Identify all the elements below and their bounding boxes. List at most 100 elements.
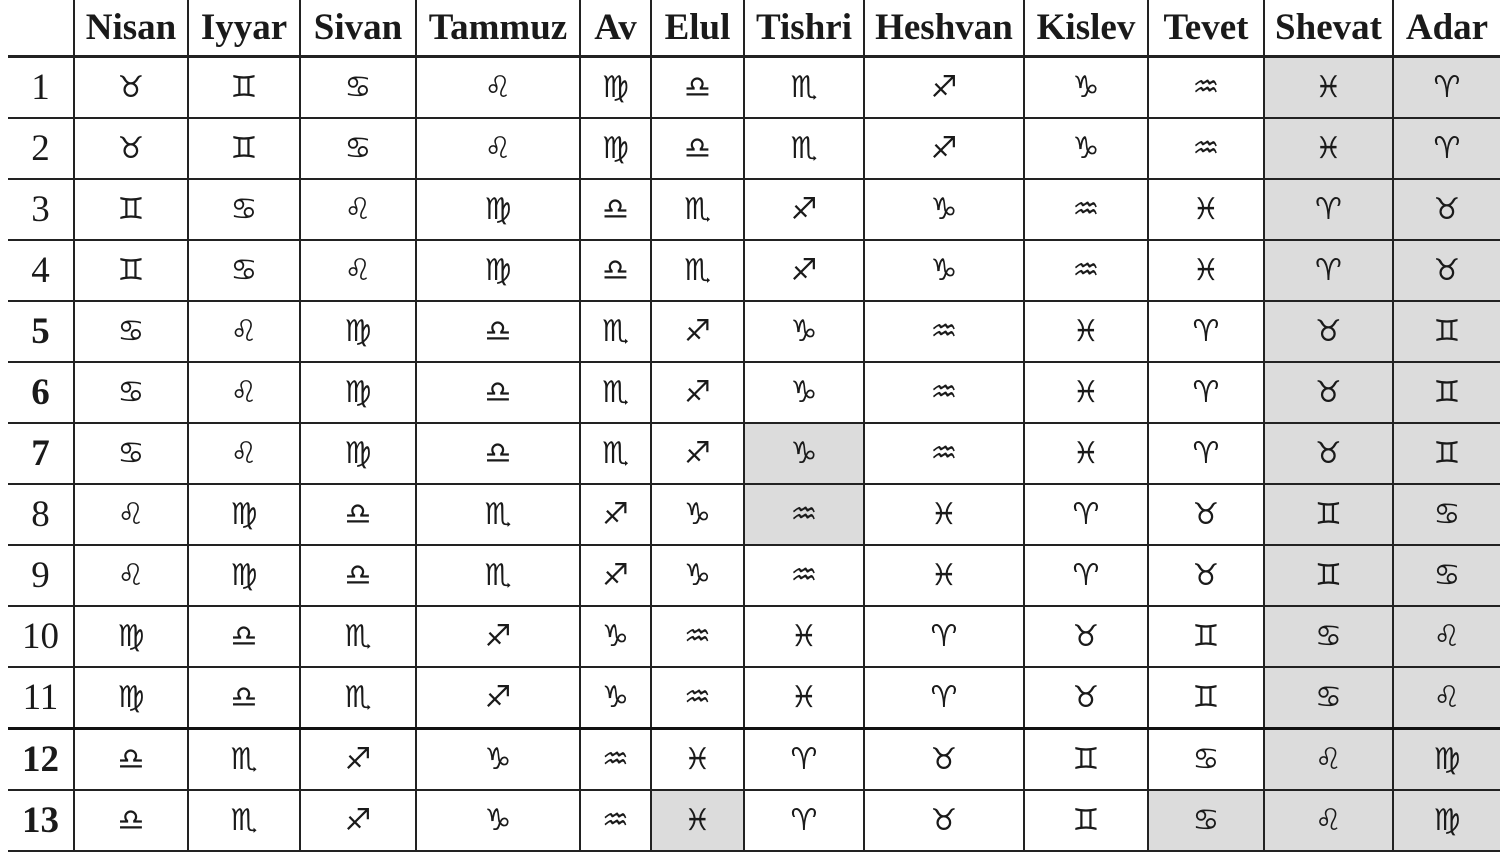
zodiac-sign-cell: ♓ xyxy=(863,483,1025,546)
column-header-iyyar: Iyyar xyxy=(187,0,301,58)
zodiac-sign-cell: ♊ xyxy=(73,239,189,302)
zodiac-sign-cell: ♓ xyxy=(650,789,745,852)
zodiac-sign-cell: ♌ xyxy=(415,117,581,180)
zodiac-sign-cell: ♋ xyxy=(1263,605,1394,668)
zodiac-sign-cell: ♓ xyxy=(1147,239,1265,302)
zodiac-sign-cell: ♑ xyxy=(743,422,865,485)
zodiac-sign-cell: ♉ xyxy=(1392,178,1500,241)
zodiac-sign-cell: ♋ xyxy=(1263,666,1394,730)
zodiac-sign-cell: ♐ xyxy=(579,483,652,546)
zodiac-sign-cell: ♌ xyxy=(299,239,417,302)
header-row: Nisan Iyyar Sivan Tammuz Av Elul Tishri Heshvan… xyxy=(8,0,1500,58)
zodiac-sign-cell: ♏ xyxy=(579,361,652,424)
zodiac-sign-cell: ♍ xyxy=(73,605,189,668)
zodiac-sign-cell: ♊ xyxy=(1147,666,1265,730)
zodiac-sign-cell: ♍ xyxy=(299,361,417,424)
zodiac-sign-cell: ♓ xyxy=(743,666,865,730)
table-row: 2 ♉ ♊ ♋ ♌ ♍ ♎ ♏ ♐ ♑ ♒ ♓ ♈ xyxy=(8,117,1500,180)
zodiac-sign-cell: ♐ xyxy=(415,605,581,668)
day-number: 3 xyxy=(8,178,75,241)
zodiac-sign-cell: ♍ xyxy=(299,422,417,485)
zodiac-sign-cell: ♏ xyxy=(187,789,301,852)
zodiac-sign-cell: ♊ xyxy=(73,178,189,241)
zodiac-sign-cell: ♎ xyxy=(415,300,581,363)
column-header-av: Av xyxy=(579,0,652,58)
zodiac-sign-cell: ♑ xyxy=(1023,55,1149,119)
zodiac-sign-cell: ♏ xyxy=(415,483,581,546)
zodiac-sign-cell: ♌ xyxy=(1263,727,1394,791)
zodiac-sign-cell: ♎ xyxy=(415,361,581,424)
zodiac-sign-cell: ♈ xyxy=(743,789,865,852)
zodiac-sign-cell: ♍ xyxy=(187,483,301,546)
zodiac-sign-cell: ♈ xyxy=(863,605,1025,668)
zodiac-sign-cell: ♌ xyxy=(1263,789,1394,852)
column-header-sivan: Sivan xyxy=(299,0,417,58)
zodiac-sign-cell: ♊ xyxy=(1392,361,1500,424)
zodiac-sign-cell: ♌ xyxy=(1392,666,1500,730)
zodiac-sign-cell: ♋ xyxy=(187,178,301,241)
zodiac-sign-cell: ♊ xyxy=(187,55,301,119)
zodiac-sign-cell: ♉ xyxy=(73,55,189,119)
zodiac-sign-cell: ♌ xyxy=(187,422,301,485)
zodiac-sign-cell: ♓ xyxy=(1023,361,1149,424)
zodiac-sign-cell: ♉ xyxy=(1147,483,1265,546)
zodiac-sign-cell: ♐ xyxy=(863,117,1025,180)
zodiac-sign-cell: ♒ xyxy=(863,422,1025,485)
zodiac-sign-cell: ♋ xyxy=(73,422,189,485)
zodiac-sign-cell: ♌ xyxy=(73,544,189,607)
zodiac-sign-cell: ♉ xyxy=(1023,605,1149,668)
zodiac-sign-cell: ♍ xyxy=(299,300,417,363)
zodiac-sign-cell: ♑ xyxy=(650,483,745,546)
table-row: 12 ♎ ♏ ♐ ♑ ♒ ♓ ♈ ♉ ♊ ♋ ♌ ♍ xyxy=(8,727,1500,791)
zodiac-sign-cell: ♋ xyxy=(299,55,417,119)
zodiac-sign-cell: ♌ xyxy=(187,300,301,363)
zodiac-sign-cell: ♌ xyxy=(299,178,417,241)
zodiac-sign-cell: ♌ xyxy=(415,55,581,119)
zodiac-sign-cell: ♒ xyxy=(863,300,1025,363)
column-header-heshvan: Heshvan xyxy=(863,0,1025,58)
zodiac-sign-cell: ♐ xyxy=(415,666,581,730)
zodiac-sign-cell: ♋ xyxy=(1392,544,1500,607)
column-header-elul: Elul xyxy=(650,0,745,58)
zodiac-sign-cell: ♓ xyxy=(1263,55,1394,119)
column-header-tishri: Tishri xyxy=(743,0,865,58)
day-number: 8 xyxy=(8,483,75,546)
zodiac-sign-cell: ♋ xyxy=(1392,483,1500,546)
column-header-shevat: Shevat xyxy=(1263,0,1394,58)
zodiac-sign-cell: ♑ xyxy=(415,727,581,791)
zodiac-sign-cell: ♍ xyxy=(73,666,189,730)
zodiac-sign-cell: ♎ xyxy=(650,55,745,119)
zodiac-sign-cell: ♎ xyxy=(187,605,301,668)
zodiac-sign-cell: ♈ xyxy=(1263,178,1394,241)
zodiac-sign-cell: ♎ xyxy=(299,544,417,607)
table-row: 10 ♍ ♎ ♏ ♐ ♑ ♒ ♓ ♈ ♉ ♊ ♋ ♌ xyxy=(8,605,1500,668)
zodiac-sign-cell: ♒ xyxy=(1147,117,1265,180)
day-number: 10 xyxy=(8,605,75,668)
zodiac-sign-cell: ♒ xyxy=(1023,178,1149,241)
zodiac-sign-cell: ♌ xyxy=(73,483,189,546)
zodiac-sign-cell: ♐ xyxy=(650,422,745,485)
zodiac-sign-cell: ♒ xyxy=(863,361,1025,424)
zodiac-sign-cell: ♈ xyxy=(1023,544,1149,607)
table-row: 4 ♊ ♋ ♌ ♍ ♎ ♏ ♐ ♑ ♒ ♓ ♈ ♉ xyxy=(8,239,1500,302)
column-header-kislev: Kislev xyxy=(1023,0,1149,58)
zodiac-sign-cell: ♍ xyxy=(415,239,581,302)
zodiac-sign-cell: ♊ xyxy=(187,117,301,180)
day-number: 11 xyxy=(8,666,75,730)
zodiac-sign-cell: ♐ xyxy=(650,300,745,363)
zodiac-sign-cell: ♉ xyxy=(1392,239,1500,302)
zodiac-sign-cell: ♐ xyxy=(650,361,745,424)
zodiac-sign-cell: ♉ xyxy=(1263,361,1394,424)
zodiac-sign-cell: ♑ xyxy=(579,666,652,730)
day-number: 9 xyxy=(8,544,75,607)
zodiac-sign-cell: ♉ xyxy=(1263,300,1394,363)
zodiac-sign-cell: ♏ xyxy=(299,605,417,668)
zodiac-sign-cell: ♏ xyxy=(299,666,417,730)
day-number: 5 xyxy=(8,300,75,363)
zodiac-sign-cell: ♋ xyxy=(1147,789,1265,852)
zodiac-sign-cell: ♉ xyxy=(1263,422,1394,485)
day-number: 4 xyxy=(8,239,75,302)
zodiac-sign-cell: ♈ xyxy=(1147,422,1265,485)
zodiac-sign-cell: ♊ xyxy=(1023,727,1149,791)
zodiac-sign-cell: ♏ xyxy=(650,178,745,241)
